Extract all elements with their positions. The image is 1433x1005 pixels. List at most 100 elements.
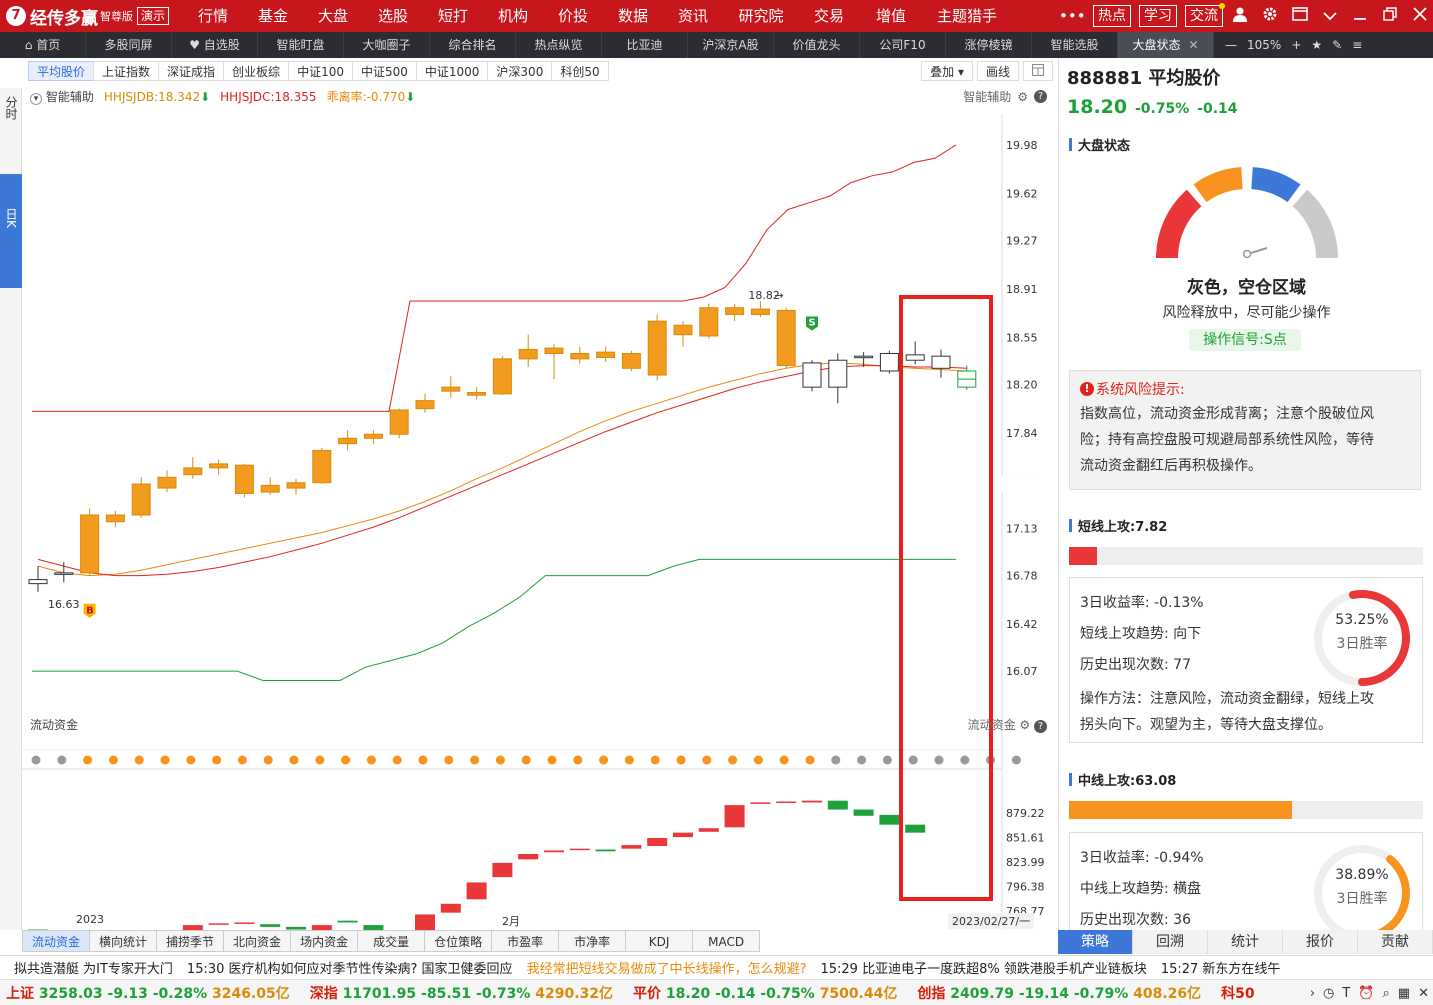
app-logo[interactable]: 7 经传多赢 智尊版 演示 [0,0,170,32]
menu-item[interactable]: 价投 [558,7,589,25]
search-icon[interactable]: ⌕ [1382,985,1390,1001]
user-icon[interactable] [1227,6,1253,26]
zoom-in-icon[interactable]: + [1291,38,1302,52]
tab-item[interactable]: ⌂ 首页 [0,32,86,58]
chevron-down-icon[interactable] [1317,7,1343,25]
tab-item[interactable]: 大咖圈子 [344,32,430,58]
demo-badge[interactable]: 演示 [137,7,170,25]
tab-item[interactable]: 沪深京A股 [688,32,774,58]
news-item[interactable]: 15:29 比亚迪电子一度跌超8% 领跌港股手机产业链板块 [820,962,1147,977]
indicator-tab[interactable]: 市盈率 [491,930,560,952]
tab-item[interactable]: 大盘状态 ✕ [1118,32,1214,58]
zoom-out-icon[interactable]: — [1225,38,1237,52]
menu-item[interactable]: 资讯 [678,7,709,25]
index-tab[interactable]: 中证100 [288,61,353,81]
menu-item[interactable]: 短打 [438,7,469,25]
indicator-selector[interactable]: ▾ 智能辅助 [30,88,94,105]
gear-icon[interactable] [1257,6,1283,26]
menu-item[interactable]: 数据 [618,7,649,25]
menu-item[interactable]: 主题猎手 [937,7,998,25]
overlay-button[interactable]: 叠加 ▾ [921,61,973,81]
menu-item[interactable]: 基金 [258,7,289,25]
news-item[interactable]: 15:27 新东方在线午 [1160,962,1281,977]
liquidity-tool-label[interactable]: 流动资金 [967,718,1016,732]
window-icon[interactable] [1287,7,1313,25]
text-icon[interactable]: T [1342,985,1351,1001]
tab-item[interactable]: 热点纵览 [516,32,602,58]
tab-item[interactable]: 公司F10 [860,32,946,58]
tab-item[interactable]: 智能选股 [1032,32,1118,58]
indicator-tab[interactable]: 市净率 [558,930,627,952]
period-daily-k[interactable]: 日K [0,174,22,288]
menu-item[interactable]: 交易 [814,7,845,25]
indicator-tab[interactable]: KDJ [625,930,694,952]
minimize-icon[interactable] [1347,7,1373,25]
news-item[interactable]: 我经常把短线交易做成了中长线操作，怎么规避? [526,962,807,977]
indicator-tab[interactable]: 成交量 [357,930,426,952]
tab-item[interactable]: 智能盯盘 [258,32,344,58]
index-tab[interactable]: 平均股价 [28,61,95,81]
strategy-tab[interactable]: 策略 [1058,930,1133,954]
indicator-tab[interactable]: 仓位策略 [424,930,493,952]
index-tab[interactable]: 创业板综 [223,61,290,81]
strategy-tab[interactable]: 贡献 [1358,930,1433,954]
close-icon[interactable]: ✕ [1418,985,1429,1001]
tab-item[interactable]: 综合排名 [430,32,516,58]
menu-item[interactable]: 机构 [498,7,529,25]
layout-icon[interactable] [1023,61,1053,81]
index-quote[interactable]: 创指 2409.79 -19.14 -0.79% 408.26亿 [917,983,1201,1003]
clock-icon[interactable]: ◷ [1323,985,1335,1001]
tab-item[interactable]: 多股同屏 [86,32,172,58]
tab-item[interactable]: 涨停棱镜 [946,32,1032,58]
grid-icon[interactable]: ▦ [1397,985,1411,1001]
alarm-icon[interactable]: ⏰ [1358,985,1375,1001]
indicator-tab[interactable]: 流动资金 [22,930,91,952]
menu-item[interactable]: 行情 [198,7,229,25]
exchange-button[interactable]: 交流 [1185,3,1225,27]
index-tab[interactable]: 中证1000 [415,61,489,81]
index-tab[interactable]: 上证指数 [93,61,160,81]
kline-chart[interactable]: 19.9819.6219.2718.9118.5518.2017.8417.49… [22,114,1057,930]
hot-button[interactable]: 热点 [1093,5,1131,27]
index-tab[interactable]: 深证成指 [158,61,225,81]
period-fenshi[interactable]: 分时 [0,96,22,125]
star-icon[interactable]: ★ [1311,38,1323,52]
help-icon[interactable]: ? [1034,90,1047,103]
chevron-right-icon[interactable]: › [1309,985,1316,1001]
pen-icon[interactable]: ✎ [1332,38,1343,52]
menu-item[interactable]: 研究院 [738,7,784,25]
draw-line-button[interactable]: 画线 [976,61,1019,81]
menu-item[interactable]: 选股 [378,7,409,25]
index-tab[interactable]: 沪深300 [487,61,553,81]
gear-icon[interactable]: ⚙ [1019,718,1031,732]
news-item[interactable]: 拟共造潜艇 为IT专家开大门 [14,962,173,977]
learn-button[interactable]: 学习 [1139,5,1177,27]
help-icon[interactable]: ? [1034,720,1047,733]
restore-icon[interactable] [1377,7,1403,25]
tab-item[interactable]: 比亚迪 [602,32,688,58]
tab-item[interactable]: ♥ 自选股 [172,32,258,58]
indicator-tab[interactable]: 北向资金 [223,930,292,952]
close-tab-icon[interactable]: ✕ [1188,38,1199,52]
more-icon[interactable]: ••• [1059,7,1086,25]
index-quote[interactable]: 平价 18.20 -0.14 -0.75% 7500.44亿 [633,983,897,1003]
news-item[interactable]: 15:30 医疗机构如何应对季节性传染病? 国家卫健委回应 [186,962,513,977]
indicator-tab[interactable]: 捕捞季节 [156,930,225,952]
indicator-tool-label[interactable]: 智能辅助 [963,90,1012,104]
tab-item[interactable]: 价值龙头 [774,32,860,58]
close-icon[interactable] [1407,7,1433,25]
indicator-tab[interactable]: 场内资金 [290,930,359,952]
gear-icon[interactable]: ⚙ [1017,89,1028,104]
index-tab[interactable]: 科创50 [551,61,609,81]
strategy-tab[interactable]: 回溯 [1133,930,1208,954]
index-tab[interactable]: 中证500 [351,61,417,81]
menu-icon[interactable]: ≡ [1352,38,1363,52]
strategy-tab[interactable]: 统计 [1208,930,1283,954]
index-quote[interactable]: 科50 [1221,983,1254,1003]
index-quote[interactable]: 上证 3258.03 -9.13 -0.28% 3246.05亿 [6,983,290,1003]
indicator-tab[interactable]: 横向统计 [89,930,158,952]
menu-item[interactable]: 大盘 [318,7,349,25]
menu-item[interactable]: 增值 [876,7,907,25]
strategy-tab[interactable]: 报价 [1283,930,1358,954]
index-quote[interactable]: 深指 11701.95 -85.51 -0.73% 4290.32亿 [310,983,613,1003]
